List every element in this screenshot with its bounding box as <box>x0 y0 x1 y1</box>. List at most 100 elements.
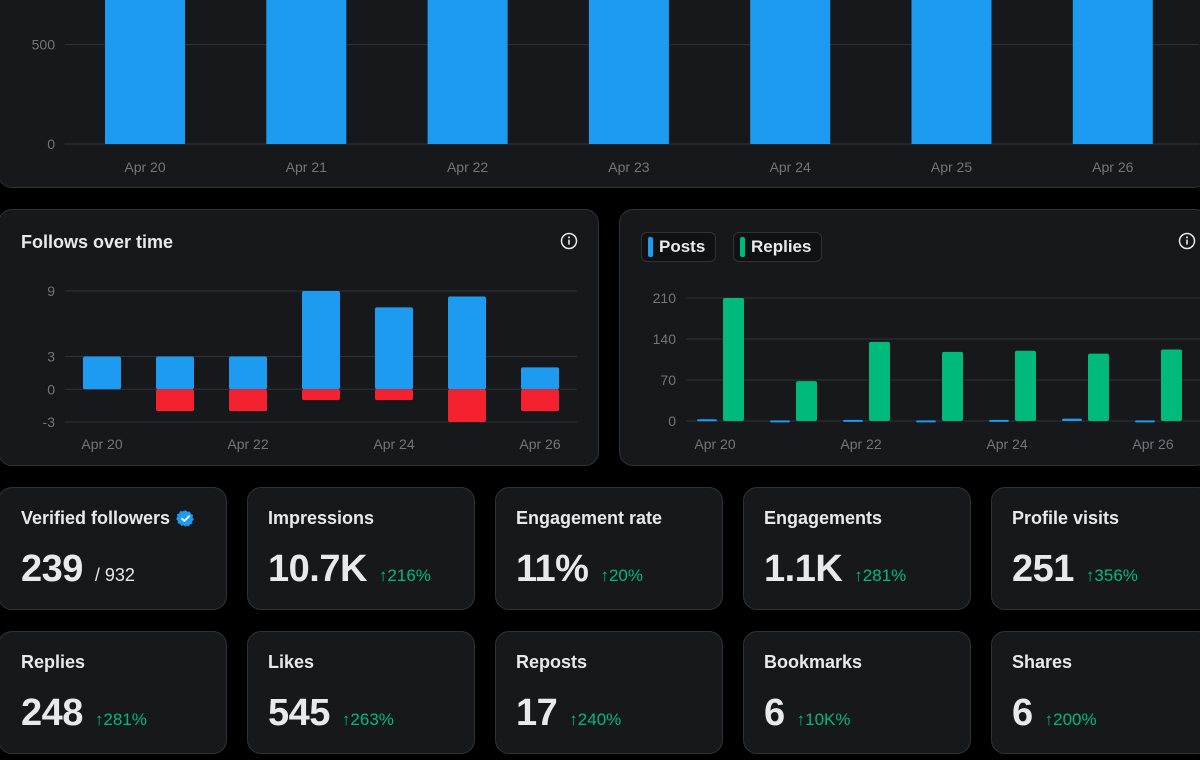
stat-card-likes[interactable]: Likes 545 ↑263% <box>247 631 475 754</box>
stat-change: ↑200% <box>1044 710 1097 729</box>
stat-card-verified-followers[interactable]: Verified followers 239 / 932 <box>0 487 227 610</box>
x-tick-label: Apr 23 <box>608 159 649 175</box>
impressions-chart: 0 500 Apr 20 Apr 21 Apr 22 Apr 23 Apr 24 Apr 25… <box>32 0 1199 175</box>
stat-value: 1.1K <box>764 548 843 590</box>
stat-row: 1.1K ↑281% <box>764 548 906 591</box>
stat-card-impressions[interactable]: Impressions 10.7K ↑216% <box>247 487 475 610</box>
stat-change: ↑281% <box>94 710 147 729</box>
y-tick-label: 0 <box>47 136 55 152</box>
stat-change: ↑263% <box>341 710 394 729</box>
x-tick-label: Apr 22 <box>227 436 268 452</box>
stat-label: Engagements <box>764 508 883 528</box>
y-tick-label: 3 <box>47 349 55 365</box>
unfollows-bar <box>448 389 486 422</box>
stat-value: 545 <box>268 692 330 734</box>
stat-change: ↑10K% <box>796 710 851 729</box>
verified-badge-icon <box>176 510 194 527</box>
replies-bar <box>869 341 890 421</box>
stat-label: Reposts <box>516 652 588 672</box>
impressions-bar <box>588 0 669 144</box>
unfollows-bar <box>521 389 559 412</box>
stat-card-engagement-rate[interactable]: Engagement rate 11% ↑20% <box>495 487 723 610</box>
stat-value: 248 <box>21 692 83 734</box>
stat-card-engagements[interactable]: Engagements 1.1K ↑281% <box>743 487 971 610</box>
x-tick-label: Apr 26 <box>1132 436 1173 452</box>
x-tick-label: Apr 21 <box>286 159 327 175</box>
posts-bar <box>843 419 863 422</box>
x-tick-label: Apr 22 <box>447 159 488 175</box>
info-icon[interactable] <box>1178 232 1196 250</box>
impressions-bar <box>1072 0 1153 144</box>
stat-value: 6 <box>1012 692 1033 734</box>
posts-replies-chart-card: Posts Replies 0 70 140 210 Apr 20 Apr 22 Apr 2… <box>619 209 1200 466</box>
stat-value: 17 <box>516 692 558 734</box>
stat-change: ↑20% <box>600 566 643 585</box>
stat-value: 6 <box>764 692 785 734</box>
stat-card-bookmarks[interactable]: Bookmarks 6 ↑10K% <box>743 631 971 754</box>
replies-bar <box>1088 353 1109 421</box>
posts-bar <box>989 419 1009 422</box>
replies-bar <box>723 298 744 421</box>
stat-value: 239 <box>21 548 83 590</box>
stat-label: Engagement rate <box>516 508 663 528</box>
posts-bar <box>916 420 936 423</box>
stat-card-replies[interactable]: Replies 248 ↑281% <box>0 631 227 754</box>
info-icon[interactable] <box>560 232 578 250</box>
stat-label: Bookmarks <box>764 652 863 672</box>
stat-label: Replies <box>21 652 86 672</box>
stat-change: ↑216% <box>378 566 431 585</box>
follows-bar <box>156 356 194 390</box>
impressions-chart-card: 0 500 Apr 20 Apr 21 Apr 22 Apr 23 Apr 24 Apr 25… <box>0 0 1200 188</box>
follows-chart-title: Follows over time <box>21 232 174 252</box>
impressions-bar <box>105 0 185 144</box>
stat-row: 10.7K ↑216% <box>268 548 431 591</box>
legend-replies[interactable]: Replies <box>733 232 823 262</box>
x-tick-label: Apr 20 <box>694 436 735 452</box>
x-tick-label: Apr 24 <box>770 159 811 175</box>
stat-row: 251 ↑356% <box>1012 548 1138 591</box>
follows-chart: -3 0 3 9 Apr 20 Apr 22 Apr 24 Apr 26 <box>43 283 577 452</box>
legend-posts-label: Posts <box>659 237 706 256</box>
stat-total: / 932 <box>94 565 135 585</box>
stat-card-profile-visits[interactable]: Profile visits 251 ↑356% <box>991 487 1200 610</box>
stat-label: Verified followers <box>21 508 195 529</box>
stat-row: 248 ↑281% <box>21 692 147 735</box>
posts-bar <box>1135 420 1155 423</box>
stat-row: 6 ↑10K% <box>764 692 851 735</box>
stat-row: 17 ↑240% <box>516 692 621 735</box>
stat-label: Profile visits <box>1012 508 1120 528</box>
impressions-bar <box>911 0 992 144</box>
impressions-bar <box>266 0 347 144</box>
posts-bar <box>1062 418 1082 421</box>
y-tick-label: 70 <box>660 372 676 388</box>
y-tick-label: 210 <box>653 290 677 306</box>
posts-swatch <box>648 237 653 257</box>
legend-posts[interactable]: Posts <box>641 232 717 262</box>
replies-bar <box>796 381 817 421</box>
stat-value: 10.7K <box>268 548 367 590</box>
stat-card-reposts[interactable]: Reposts 17 ↑240% <box>495 631 723 754</box>
stat-change: ↑240% <box>569 710 622 729</box>
y-tick-label: 0 <box>668 413 676 429</box>
stat-card-shares[interactable]: Shares 6 ↑200% <box>991 631 1200 754</box>
y-tick-label: 9 <box>47 283 55 299</box>
stat-change: ↑281% <box>854 566 907 585</box>
y-tick-label: 0 <box>47 381 55 397</box>
stat-label: Shares <box>1012 652 1073 672</box>
x-tick-label: Apr 25 <box>931 159 972 175</box>
follows-bar <box>229 356 267 390</box>
legend-replies-label: Replies <box>751 237 812 256</box>
unfollows-bar <box>156 389 194 412</box>
replies-swatch <box>740 237 745 257</box>
x-tick-label: Apr 20 <box>81 436 122 452</box>
stat-change: ↑356% <box>1085 566 1138 585</box>
stat-value: 11% <box>516 548 589 590</box>
posts-bar <box>697 419 717 422</box>
posts-bar <box>770 420 790 423</box>
y-tick-label: -3 <box>43 414 56 430</box>
x-tick-label: Apr 26 <box>1092 159 1133 175</box>
replies-bar <box>1161 349 1182 421</box>
x-tick-label: Apr 26 <box>519 436 560 452</box>
stat-row: 239 / 932 <box>21 548 135 591</box>
replies-bar <box>1015 350 1036 421</box>
